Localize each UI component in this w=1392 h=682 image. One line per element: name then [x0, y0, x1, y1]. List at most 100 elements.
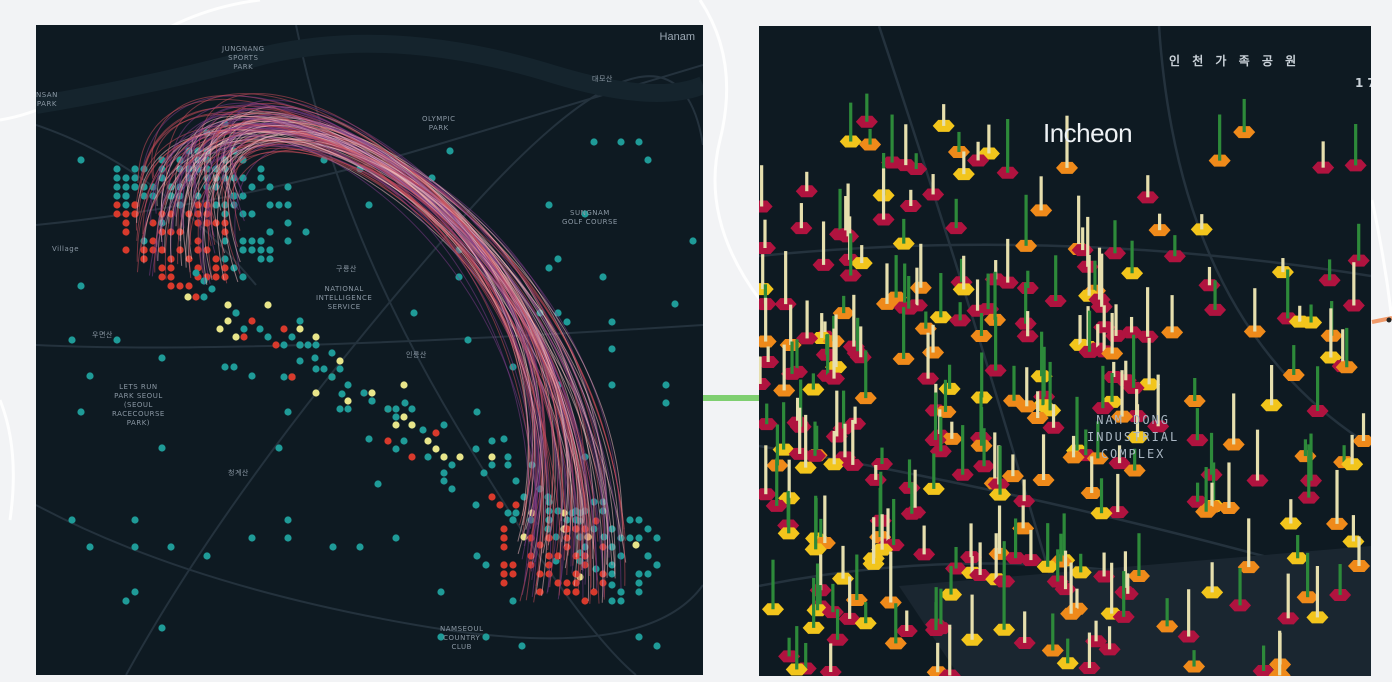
- hexbin-bar: [1306, 552, 1310, 598]
- hexbin-bar: [1081, 227, 1085, 251]
- label-umyeonsan: 우면산: [92, 331, 113, 339]
- hexbin-cell: [248, 317, 256, 325]
- hexbin-cell: [266, 246, 274, 254]
- hexbin-cell: [892, 237, 915, 250]
- hexbin-bar: [889, 551, 893, 603]
- hexbin-bar: [892, 498, 896, 546]
- hexbin-bar: [954, 198, 958, 229]
- hexbin-bar: [871, 533, 876, 564]
- seoul-flow-map[interactable]: Hanam JUNGNANG SPORTS PARK OLYMPIC PARK …: [36, 25, 703, 675]
- hexbin-bar: [1042, 346, 1046, 397]
- hexbin-bar: [1352, 262, 1356, 306]
- label-racecourse: LETS RUN PARK SEOUL (SEOUL RACECOURSE PA…: [112, 383, 165, 427]
- hexbin-bar: [761, 254, 765, 290]
- incheon-map-canvas[interactable]: [759, 26, 1371, 676]
- hexbin-cell: [257, 174, 265, 182]
- hexbin-cell: [545, 201, 553, 209]
- hexbin-cell: [488, 461, 496, 469]
- hexbin-bar: [1071, 435, 1076, 458]
- hexbin-bar: [961, 425, 965, 475]
- hexbin-cell: [122, 210, 130, 218]
- hexbin-cell: [122, 183, 130, 191]
- hexbin-bar: [1110, 312, 1114, 354]
- incheon-hexbin-map[interactable]: Incheon 인 천 가 족 공 원 17 NAM DONG INDUSTRI…: [759, 26, 1371, 676]
- hexbin-cell: [1352, 434, 1371, 447]
- seoul-map-canvas[interactable]: [36, 25, 703, 675]
- hexbin-bar: [997, 505, 1002, 554]
- hexbin-cell: [617, 597, 625, 605]
- hexbin-cell: [239, 273, 247, 281]
- hexbin-bar: [1133, 448, 1137, 471]
- label-namseoul: NAMSEOUL COUNTRY CLUB: [440, 625, 484, 651]
- hexbin-bar: [1102, 305, 1106, 328]
- hexbin-cell: [131, 588, 139, 596]
- hexbin-bar: [970, 556, 974, 573]
- hexbin-cell: [504, 461, 512, 469]
- hexbin-cell: [131, 165, 139, 173]
- hexbin-cell: [432, 429, 440, 437]
- hexbin-bar: [1002, 541, 1006, 582]
- hexbin-cell: [239, 237, 247, 245]
- hexbin-cell: [221, 264, 229, 272]
- hexbin-bar: [933, 392, 938, 440]
- hexbin-cell: [158, 444, 166, 452]
- hexbin-bar: [775, 458, 779, 506]
- hexbin-cell: [437, 588, 445, 596]
- hexbin-bar: [998, 445, 1002, 495]
- hexbin-bar: [1063, 550, 1068, 590]
- hexbin-bar: [958, 302, 962, 321]
- hexbin-bar: [1002, 576, 1006, 630]
- label-guryongsan: 구룡산: [336, 265, 357, 273]
- hexbin-cell: [248, 534, 256, 542]
- hexbin-bar: [1146, 287, 1150, 337]
- hexbin-cell: [635, 570, 643, 578]
- hexbin-cell: [284, 237, 292, 245]
- hexbin-bar: [838, 188, 842, 235]
- hexbin-cell: [167, 543, 175, 551]
- hexbin-cell: [512, 501, 520, 509]
- hexbin-cell: [554, 255, 562, 263]
- hexbin-bar: [1113, 220, 1117, 254]
- hexbin-bar: [1040, 331, 1044, 377]
- hexbin-bar: [949, 566, 953, 595]
- hexbin-cell: [212, 255, 220, 263]
- hexbin-bar: [907, 275, 911, 309]
- label-jungnang: JUNGNANG SPORTS PARK: [222, 45, 265, 71]
- hexbin-cell: [759, 377, 772, 390]
- hexbin-bar: [894, 255, 898, 298]
- hexbin-bar: [1102, 332, 1106, 352]
- hexbin-cell: [167, 273, 175, 281]
- hexbin-bar: [846, 183, 850, 237]
- hexbin-cell: [424, 453, 432, 461]
- hexbin-bar: [799, 379, 803, 427]
- hexbin-cell: [392, 534, 400, 542]
- hexbin-bar: [1051, 404, 1056, 428]
- hexbin-cell: [284, 183, 292, 191]
- hexbin-cell: [344, 381, 352, 389]
- hexbin-cell: [284, 201, 292, 209]
- hexbin-bar: [1011, 454, 1015, 477]
- hexbin-cell: [384, 437, 392, 445]
- hexbin-cell: [759, 335, 777, 348]
- hexbin-bar: [1329, 308, 1333, 358]
- hexbin-cell: [257, 165, 265, 173]
- hexbin-bar: [1021, 505, 1025, 529]
- hexbin-cell: [408, 453, 416, 461]
- hexbin-bar: [1321, 141, 1325, 168]
- hexbin-cell: [635, 534, 643, 542]
- hexbin-cell: [408, 405, 416, 413]
- hexbin-bar: [1269, 365, 1274, 406]
- hexbin-cell: [113, 210, 121, 218]
- hexbin-bar: [1122, 571, 1126, 617]
- hexbin-cell: [922, 188, 945, 201]
- hexbin-bar: [820, 313, 824, 338]
- hexbin-cell: [400, 381, 408, 389]
- hexbin-bar: [1075, 588, 1079, 609]
- hexbin-cell: [122, 174, 130, 182]
- hexbin-cell: [590, 588, 598, 596]
- hexbin-bar: [1120, 370, 1124, 417]
- hexbin-cell: [984, 364, 1007, 377]
- hexbin-bar: [924, 311, 928, 329]
- hexbin-cell: [328, 349, 336, 357]
- hexbin-cell: [338, 390, 346, 398]
